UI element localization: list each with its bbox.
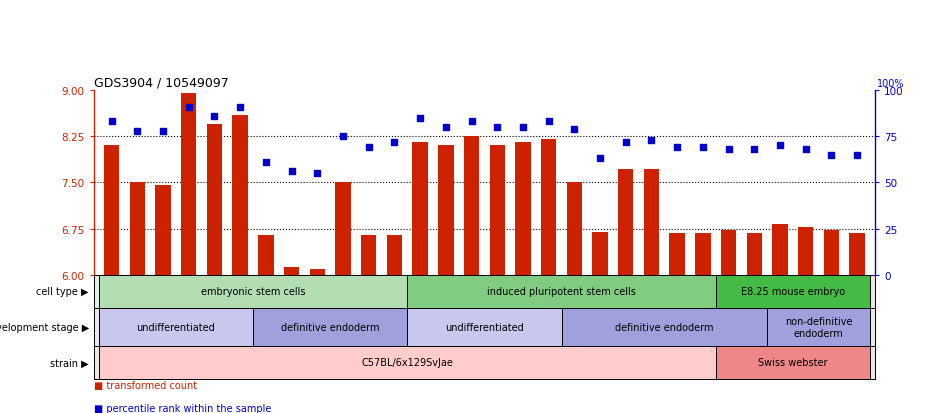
Point	[516, 124, 531, 131]
Point	[670, 145, 685, 151]
Point	[130, 128, 145, 135]
Text: undifferentiated: undifferentiated	[445, 322, 524, 332]
Bar	[464, 137, 479, 275]
Bar	[155, 186, 170, 275]
Text: strain ▶: strain ▶	[51, 358, 89, 368]
Text: 100%: 100%	[877, 78, 904, 88]
Point	[104, 119, 119, 125]
Point	[155, 128, 170, 135]
Bar	[253, 308, 407, 346]
Point	[335, 133, 350, 140]
Bar	[768, 308, 870, 346]
Text: non-definitive
endoderm: non-definitive endoderm	[785, 316, 853, 338]
Bar	[387, 235, 402, 275]
Point	[387, 139, 402, 146]
Point	[182, 104, 197, 111]
Point	[644, 137, 659, 144]
Bar	[407, 308, 562, 346]
Point	[772, 143, 787, 150]
Point	[592, 156, 607, 162]
Bar	[669, 233, 685, 275]
Bar	[747, 233, 762, 275]
Bar	[407, 275, 716, 308]
Text: C57BL/6x129SvJae: C57BL/6x129SvJae	[361, 358, 453, 368]
Bar	[541, 140, 556, 275]
Point	[207, 113, 222, 120]
Bar	[361, 235, 376, 275]
Bar	[258, 235, 273, 275]
Text: induced pluripotent stem cells: induced pluripotent stem cells	[487, 287, 636, 297]
Bar	[562, 308, 768, 346]
Text: cell type ▶: cell type ▶	[37, 287, 89, 297]
Point	[233, 104, 248, 111]
Point	[798, 146, 813, 153]
Text: GDS3904 / 10549097: GDS3904 / 10549097	[94, 76, 228, 90]
Bar	[798, 227, 813, 275]
Bar	[695, 233, 710, 275]
Point	[619, 139, 634, 146]
Point	[695, 145, 710, 151]
Text: E8.25 mouse embryo: E8.25 mouse embryo	[740, 287, 845, 297]
Bar	[566, 183, 582, 275]
Point	[721, 146, 736, 153]
Text: development stage ▶: development stage ▶	[0, 322, 89, 332]
Bar	[721, 231, 737, 275]
Point	[438, 124, 453, 131]
Point	[747, 146, 762, 153]
Bar	[716, 275, 870, 308]
Bar	[104, 146, 119, 275]
Bar	[592, 232, 607, 275]
Bar	[490, 146, 505, 275]
Bar	[335, 183, 351, 275]
Text: undifferentiated: undifferentiated	[137, 322, 215, 332]
Bar	[618, 169, 634, 275]
Bar	[824, 231, 840, 275]
Bar	[310, 269, 325, 275]
Bar	[232, 115, 248, 275]
Bar	[850, 233, 865, 275]
Bar	[716, 346, 870, 379]
Bar	[98, 308, 253, 346]
Bar	[98, 275, 407, 308]
Point	[413, 115, 428, 121]
Point	[284, 169, 299, 175]
Text: ■ transformed count: ■ transformed count	[94, 380, 197, 390]
Point	[567, 126, 582, 133]
Bar	[181, 94, 197, 275]
Text: definitive endoderm: definitive endoderm	[281, 322, 379, 332]
Text: embryonic stem cells: embryonic stem cells	[200, 287, 305, 297]
Point	[361, 145, 376, 151]
Text: ■ percentile rank within the sample: ■ percentile rank within the sample	[94, 403, 271, 413]
Bar	[413, 143, 428, 275]
Bar	[772, 225, 788, 275]
Bar	[438, 146, 454, 275]
Bar	[515, 143, 531, 275]
Point	[258, 159, 273, 166]
Text: Swiss webster: Swiss webster	[758, 358, 827, 368]
Point	[850, 152, 865, 159]
Point	[464, 119, 479, 125]
Point	[490, 124, 505, 131]
Bar	[207, 124, 222, 275]
Bar	[284, 268, 300, 275]
Text: definitive endoderm: definitive endoderm	[615, 322, 713, 332]
Bar	[129, 183, 145, 275]
Point	[541, 119, 556, 125]
Point	[310, 171, 325, 177]
Bar	[98, 346, 716, 379]
Point	[824, 152, 839, 159]
Bar	[644, 169, 659, 275]
